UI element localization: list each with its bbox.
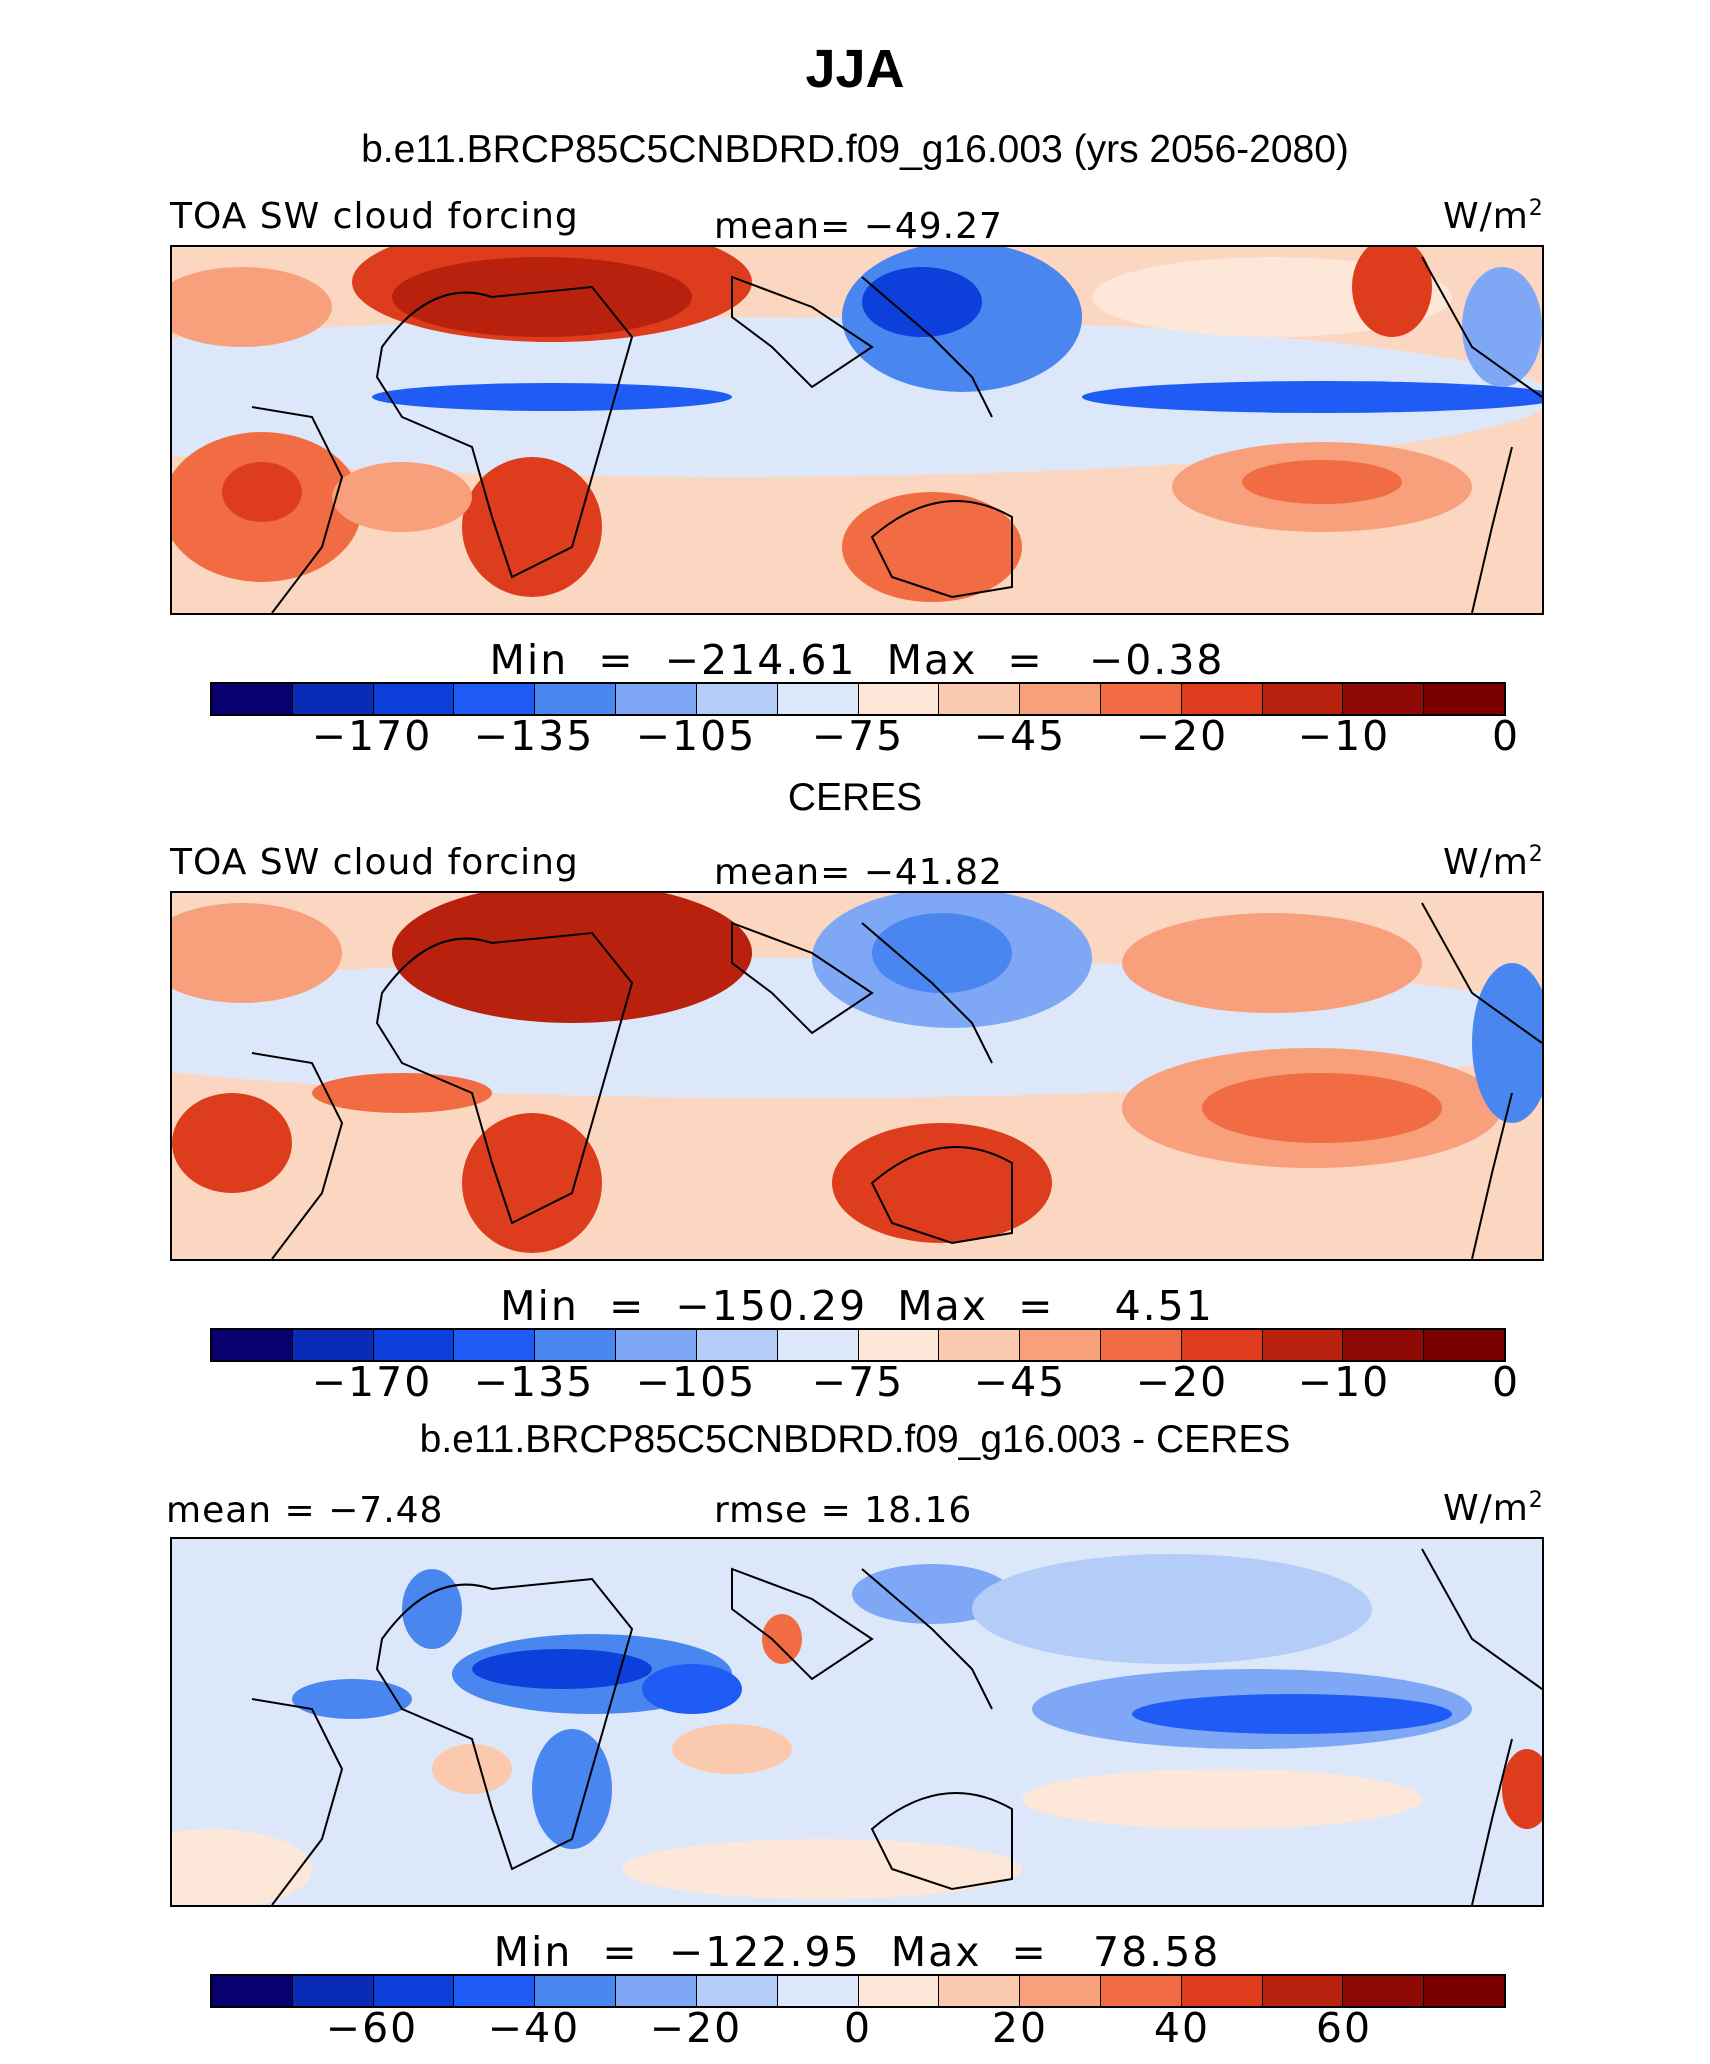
- panel2-units-label: W/m2: [1443, 842, 1544, 883]
- colorbar-segment: [373, 1976, 455, 2006]
- colorbar-tick-label: 40: [1153, 2004, 1211, 2052]
- colorbar-tick-label: −75: [811, 712, 905, 760]
- colorbar-segment: [858, 1976, 940, 2006]
- colorbar-segment: [373, 1330, 455, 1360]
- colorbar-tick-label: −20: [649, 2004, 743, 2052]
- colorbar-segment: [696, 684, 778, 714]
- panel2-minmax: Min = −150.29 Max = 4.51: [500, 1282, 1214, 1330]
- panel1-units-label: W/m2: [1443, 196, 1544, 237]
- colorbar-segment: [616, 1330, 697, 1360]
- colorbar-tick-label: 60: [1315, 2004, 1373, 2052]
- colorbar-segment: [1424, 1976, 1504, 2006]
- colorbar-tick-label: −45: [973, 1358, 1067, 1406]
- colorbar-tick-label: −60: [325, 2004, 419, 2052]
- colorbar-segment: [777, 1976, 859, 2006]
- panel2-colorbar-ticks: −170 −135 −105 −75 −45 −20 −10 0: [210, 1358, 1518, 1408]
- colorbar-segment: [616, 684, 697, 714]
- colorbar-segment: [1343, 684, 1425, 714]
- colorbar-segment: [616, 1976, 697, 2006]
- panel3-minmax: Min = −122.95 Max = 78.58: [493, 1928, 1221, 1976]
- panel3-colorbar-ticks: −60 −40 −20 0 20 40 60: [210, 2004, 1506, 2054]
- panel2-subtitle: CERES: [787, 776, 923, 819]
- colorbar-segment: [454, 684, 536, 714]
- colorbar-segment: [1181, 684, 1263, 714]
- panel1-subtitle: b.e11.BRCP85C5CNBDRD.f09_g16.003 (yrs 20…: [361, 128, 1349, 171]
- colorbar-segment: [212, 1330, 293, 1360]
- colorbar-segment: [535, 1330, 617, 1360]
- colorbar-segment: [777, 684, 859, 714]
- colorbar-segment: [292, 1976, 374, 2006]
- colorbar-tick-label: −75: [811, 1358, 905, 1406]
- panel3-map: [170, 1537, 1544, 1907]
- colorbar-segment: [1262, 684, 1344, 714]
- colorbar-segment: [373, 684, 455, 714]
- colorbar-segment: [292, 1330, 374, 1360]
- colorbar-segment: [1100, 684, 1182, 714]
- colorbar-tick-label: −20: [1135, 712, 1229, 760]
- colorbar-tick-label: −20: [1135, 1358, 1229, 1406]
- colorbar-segment: [1424, 684, 1504, 714]
- colorbar-tick-label: −105: [635, 712, 757, 760]
- colorbar-segment: [1181, 1330, 1263, 1360]
- colorbar-segment: [1020, 1330, 1101, 1360]
- figure-title: JJA: [805, 39, 905, 99]
- colorbar-tick-label: −105: [635, 1358, 757, 1406]
- panel3-units-label: W/m2: [1443, 1488, 1544, 1529]
- colorbar-segment: [1343, 1976, 1425, 2006]
- colorbar-tick-label: 20: [991, 2004, 1049, 2052]
- colorbar-tick-label: −135: [473, 1358, 595, 1406]
- panel3-rmse-label: rmse = 18.16: [714, 1490, 973, 1531]
- colorbar-tick-label: −170: [311, 1358, 433, 1406]
- colorbar-segment: [939, 684, 1021, 714]
- colorbar-segment: [1262, 1976, 1344, 2006]
- colorbar-tick-label: −40: [487, 2004, 581, 2052]
- colorbar-segment: [939, 1330, 1021, 1360]
- colorbar-segment: [535, 1976, 617, 2006]
- panel1-colorbar-ticks: −170 −135 −105 −75 −45 −20 −10 0: [210, 712, 1518, 762]
- panel1-minmax: Min = −214.61 Max = −0.38: [489, 636, 1225, 684]
- panel2-colorbar: [210, 1328, 1506, 1362]
- colorbar-segment: [212, 684, 293, 714]
- colorbar-segment: [1100, 1976, 1182, 2006]
- colorbar-tick-label: 0: [1491, 712, 1521, 760]
- colorbar-segment: [858, 1330, 940, 1360]
- colorbar-segment: [1100, 1330, 1182, 1360]
- colorbar-segment: [454, 1976, 536, 2006]
- panel3-mean-label: mean = −7.48: [166, 1490, 444, 1531]
- colorbar-tick-label: −135: [473, 712, 595, 760]
- colorbar-segment: [454, 1330, 536, 1360]
- colorbar-segment: [696, 1976, 778, 2006]
- panel2-variable-label: TOA SW cloud forcing: [170, 842, 579, 883]
- panel1-mean-label: mean= −49.27: [714, 206, 1003, 247]
- panel1-map: [170, 245, 1544, 615]
- panel2-mean-label: mean= −41.82: [714, 852, 1003, 893]
- colorbar-tick-label: 0: [1491, 1358, 1521, 1406]
- colorbar-tick-label: 0: [843, 2004, 873, 2052]
- colorbar-tick-label: −170: [311, 712, 433, 760]
- panel2-map: [170, 891, 1544, 1261]
- colorbar-segment: [858, 684, 940, 714]
- panel1-variable-label: TOA SW cloud forcing: [170, 196, 579, 237]
- colorbar-tick-label: −10: [1297, 712, 1391, 760]
- colorbar-tick-label: −10: [1297, 1358, 1391, 1406]
- colorbar-segment: [777, 1330, 859, 1360]
- colorbar-segment: [292, 684, 374, 714]
- colorbar-segment: [1424, 1330, 1504, 1360]
- colorbar-tick-label: −45: [973, 712, 1067, 760]
- panel3-subtitle: b.e11.BRCP85C5CNBDRD.f09_g16.003 - CERES: [419, 1418, 1291, 1461]
- colorbar-segment: [1020, 1976, 1101, 2006]
- panel3-colorbar: [210, 1974, 1506, 2008]
- colorbar-segment: [535, 684, 617, 714]
- colorbar-segment: [1343, 1330, 1425, 1360]
- colorbar-segment: [939, 1976, 1021, 2006]
- colorbar-segment: [696, 1330, 778, 1360]
- colorbar-segment: [1262, 1330, 1344, 1360]
- colorbar-segment: [212, 1976, 293, 2006]
- colorbar-segment: [1181, 1976, 1263, 2006]
- panel1-colorbar: [210, 682, 1506, 716]
- colorbar-segment: [1020, 684, 1101, 714]
